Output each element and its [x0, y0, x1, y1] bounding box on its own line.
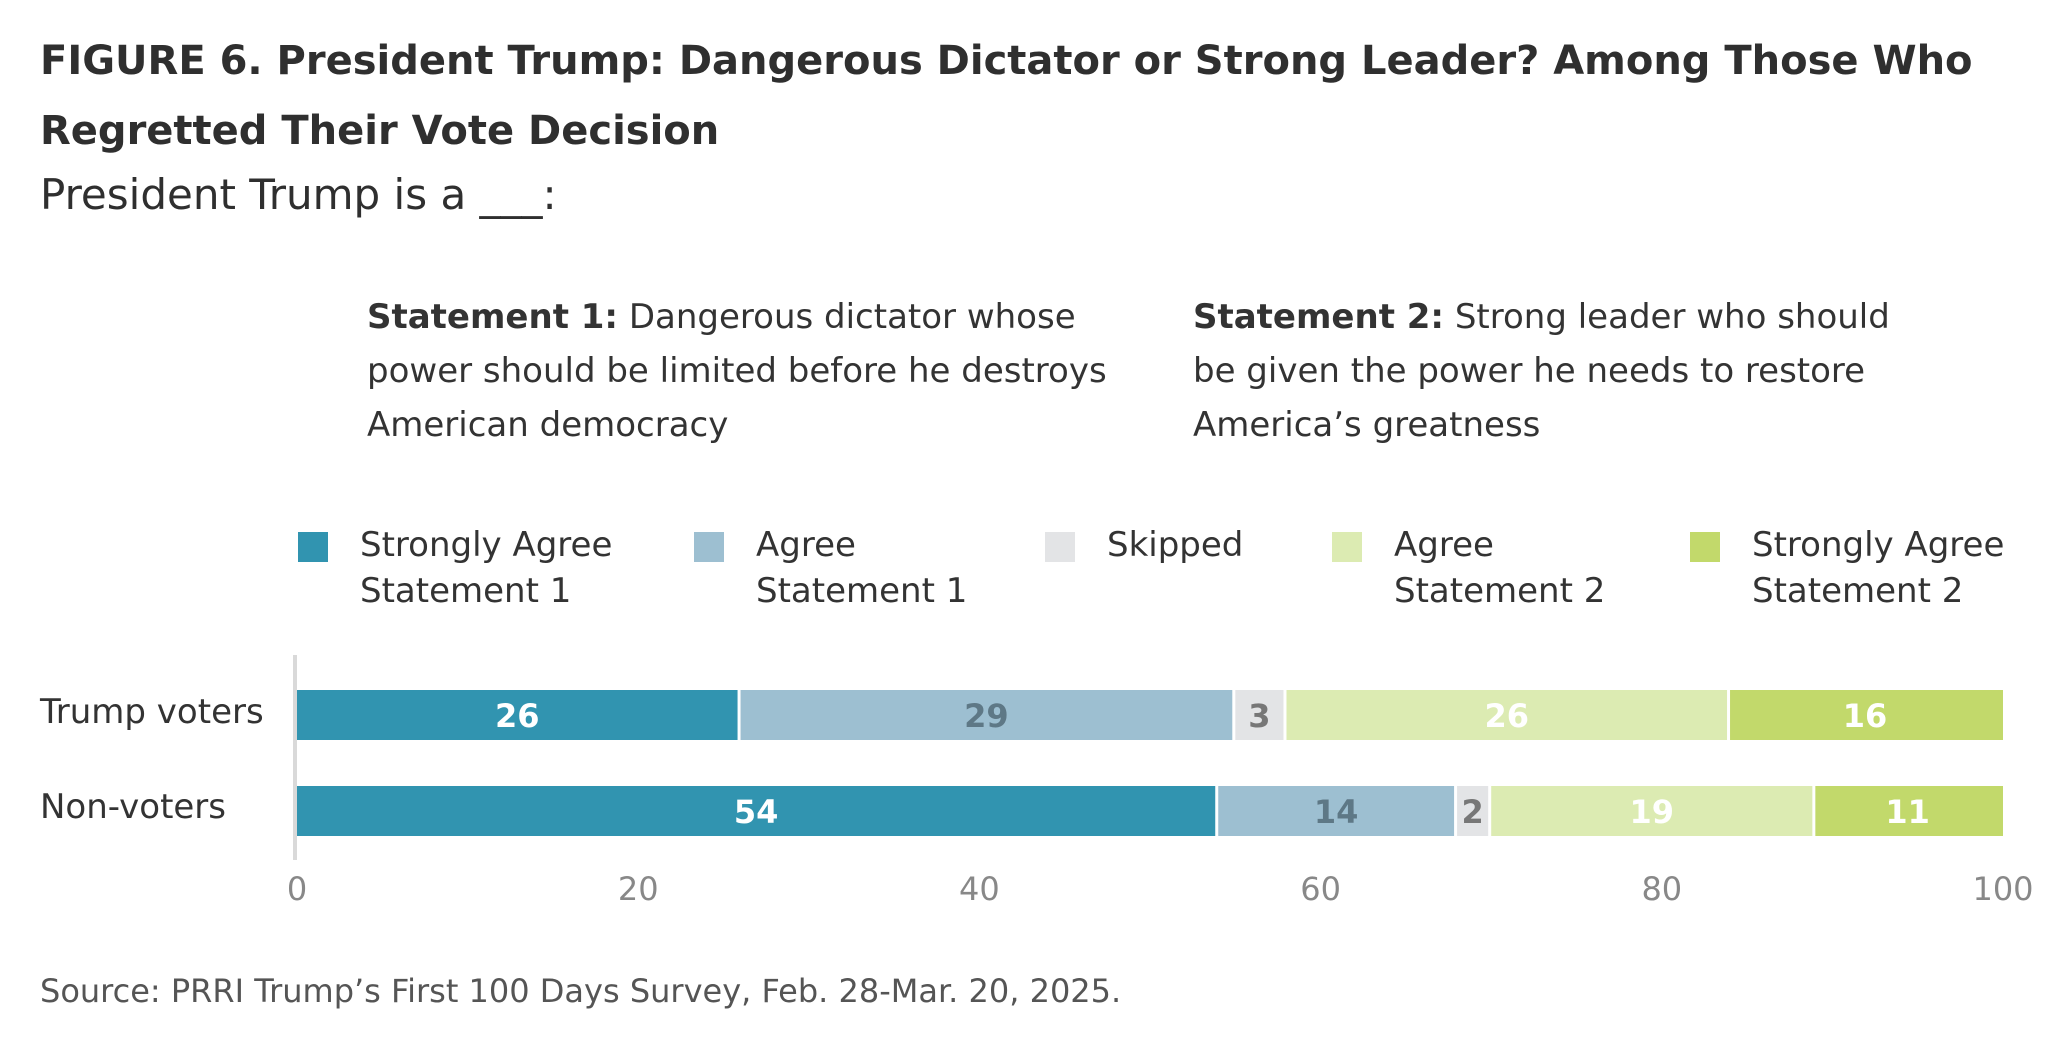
x-tick-label: 0	[287, 870, 307, 908]
statement-2: Statement 2: Strong leader who should be…	[1193, 290, 1933, 452]
row-label-non-voters: Non-voters	[40, 787, 227, 827]
data-label: 16	[1843, 697, 1888, 735]
source-note: Source: PRRI Trump’s First 100 Days Surv…	[40, 972, 1122, 1010]
data-label: 19	[1630, 793, 1675, 831]
x-tick-label: 60	[1300, 870, 1341, 908]
legend-label: Strongly Agree Statement 1	[360, 525, 613, 611]
bar-segment	[1235, 690, 1284, 740]
legend-swatch	[1045, 532, 1075, 562]
bar-segment	[740, 690, 1233, 740]
data-label: 11	[1885, 793, 1930, 831]
data-label: 2	[1462, 793, 1484, 831]
x-tick-label: 40	[959, 870, 1000, 908]
legend-label: Strongly Agree Statement 2	[1752, 525, 2005, 611]
data-label: 54	[734, 793, 779, 831]
legend-label: Agree Statement 2	[1394, 525, 1606, 611]
x-tick-label: 20	[618, 870, 659, 908]
row-label-trump-voters: Trump voters	[40, 692, 264, 732]
data-label: 3	[1248, 697, 1270, 735]
statement-1-text: Dangerous dictator whose power should be…	[367, 297, 1107, 445]
data-label: 26	[495, 697, 540, 735]
bar-segment	[1815, 786, 2003, 836]
bar-segment	[1491, 786, 1813, 836]
legend-swatch	[298, 532, 328, 562]
data-label: 14	[1314, 793, 1359, 831]
statement-2-label: Statement 2:	[1193, 297, 1445, 337]
legend-swatch	[1690, 532, 1720, 562]
legend-label: Agree Statement 1	[756, 525, 968, 611]
statement-1-label: Statement 1:	[367, 297, 619, 337]
x-tick-label: 80	[1641, 870, 1682, 908]
legend-swatch	[1332, 532, 1362, 562]
bar-segment	[297, 690, 738, 740]
bar-segment	[1457, 786, 1489, 836]
bar-segment	[1286, 690, 1728, 740]
chart-title: FIGURE 6. President Trump: Dangerous Dic…	[40, 38, 1973, 154]
bar-segment	[297, 786, 1216, 836]
bar-segment	[1218, 786, 1455, 836]
chart-subtitle: President Trump is a ___:	[40, 170, 557, 219]
statement-1: Statement 1: Dangerous dictator whose po…	[367, 290, 1127, 452]
legend-label: Skipped	[1107, 525, 1244, 565]
statement-2-text: Strong leader who should be given the po…	[1193, 297, 1890, 445]
x-tick-label: 100	[1972, 870, 2033, 908]
data-label: 29	[964, 697, 1009, 735]
data-label: 26	[1484, 697, 1529, 735]
legend-swatch	[694, 532, 724, 562]
bar-segment	[1730, 690, 2003, 740]
